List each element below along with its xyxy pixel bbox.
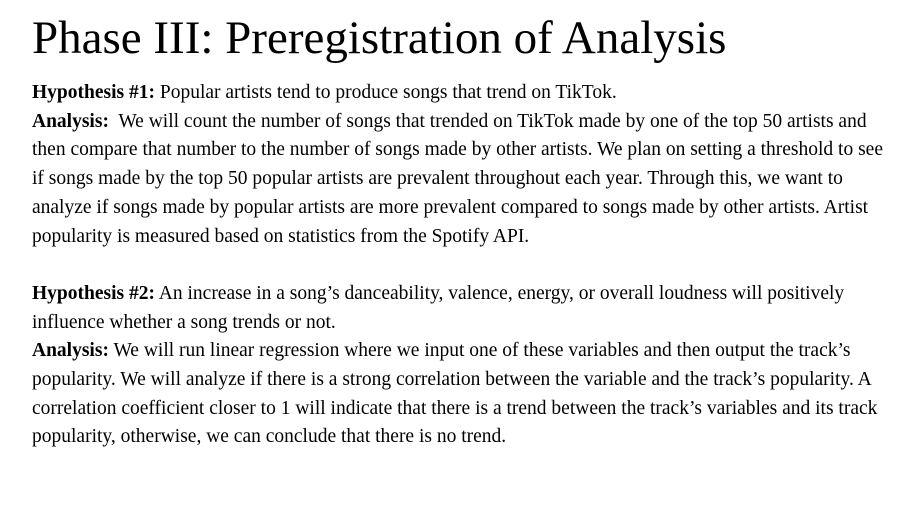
analysis-1-text: We will count the number of songs that t… [32,110,888,247]
hypothesis-1-text: Popular artists tend to produce songs th… [154,82,617,103]
document-page: Phase III: Preregistration of Analysis H… [32,0,892,452]
analysis-2-label: Analysis: [32,340,109,362]
page-title: Phase III: Preregistration of Analysis [32,12,727,64]
analysis-2-paragraph: Analysis: We will run linear regression … [32,337,892,452]
paragraph-spacer [32,251,892,280]
hypothesis-1-label: Hypothesis #1: [32,82,155,103]
analysis-2-text: We will run linear regression where we i… [32,340,878,448]
hypothesis-2-paragraph: Hypothesis #2: An increase in a song’s d… [32,280,892,337]
analysis-1-label: Analysis: [32,110,109,132]
hypothesis-1-paragraph: Hypothesis #1: Popular artists tend to p… [32,79,892,108]
hypothesis-2-text: An increase in a song’s danceability, va… [32,282,845,333]
analysis-1-paragraph: Analysis: We will count the number of so… [32,108,892,252]
document-body: Hypothesis #1: Popular artists tend to p… [32,79,892,452]
hypothesis-2-label: Hypothesis #2: [32,282,155,304]
